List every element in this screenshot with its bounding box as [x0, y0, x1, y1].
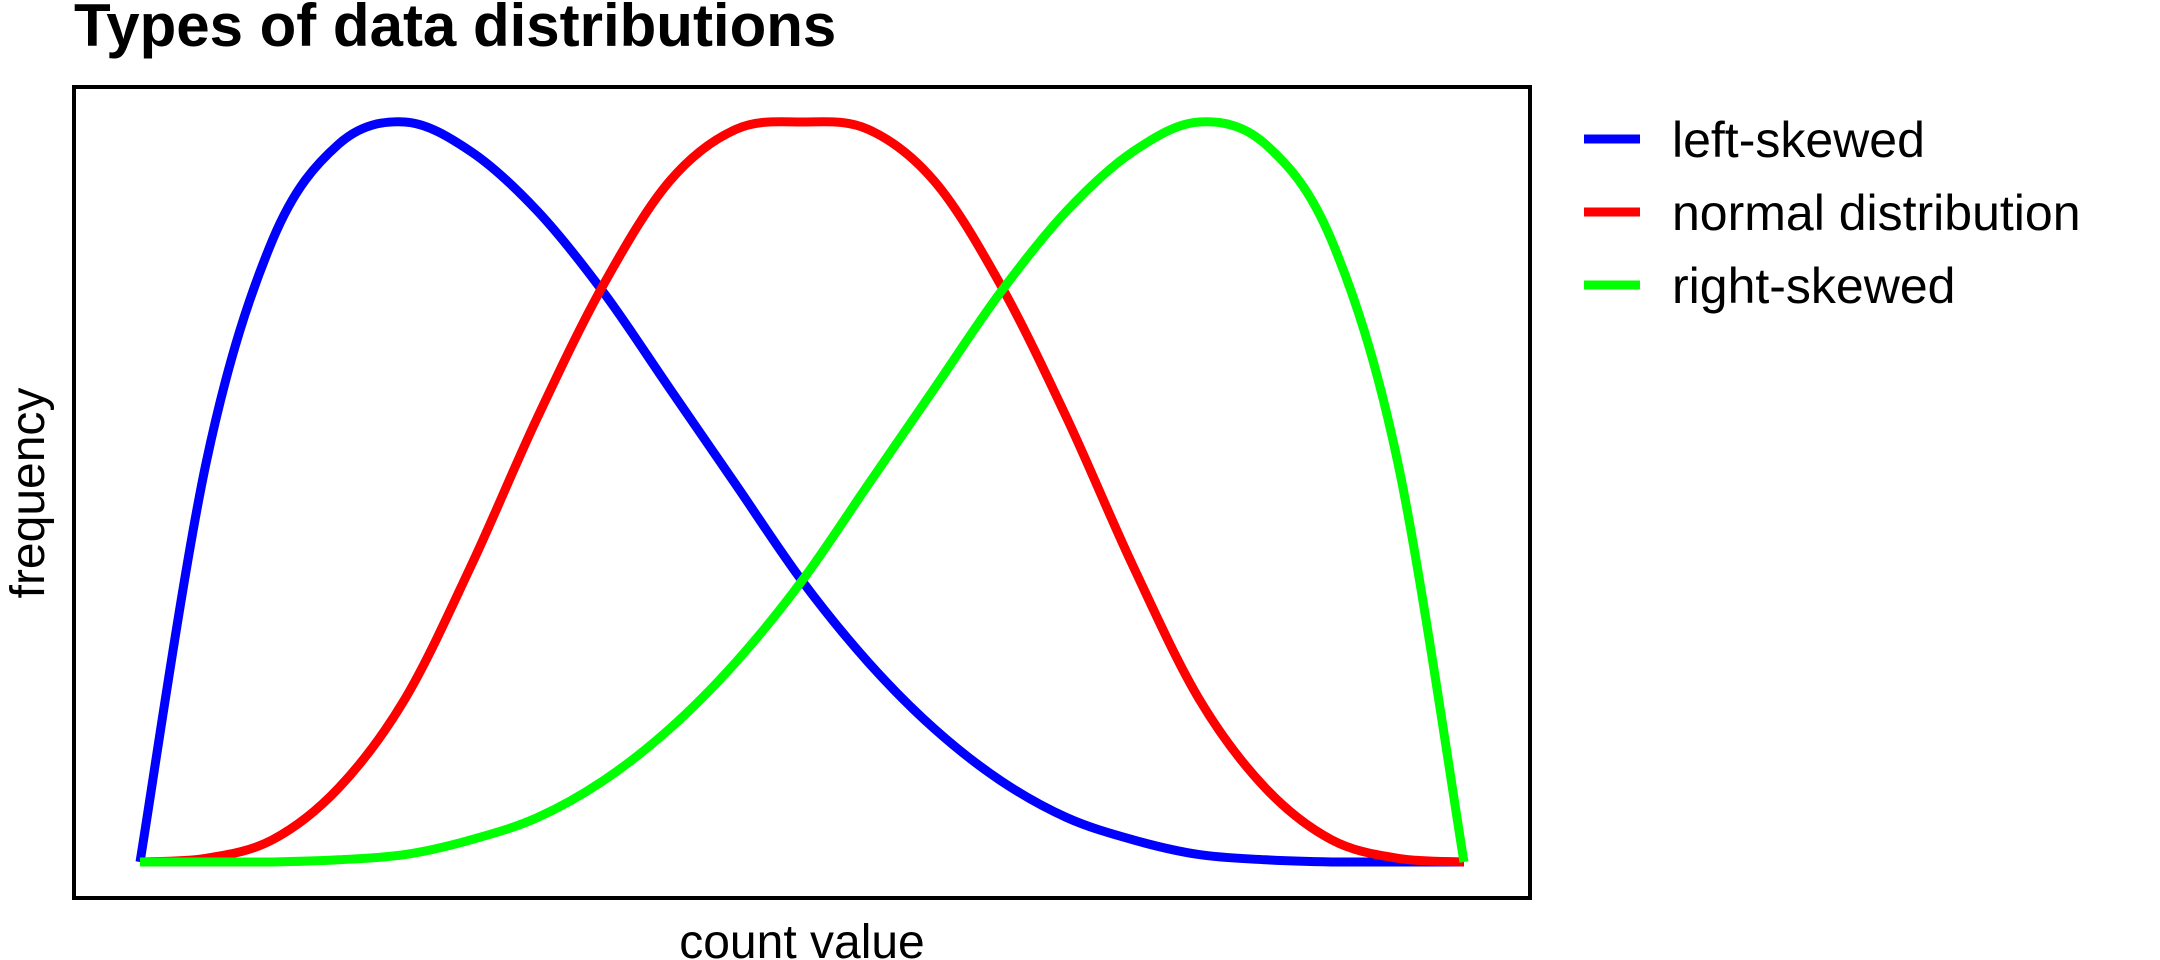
plot-area-frame: [72, 85, 1532, 900]
legend-item-left-skewed: left-skewed: [1584, 112, 1925, 168]
y-axis-label: frequency: [2, 388, 55, 599]
chart-title: Types of data distributions: [74, 0, 836, 59]
legend-label-right-skewed: right-skewed: [1672, 258, 1955, 314]
legend-item-normal-distribution: normal distribution: [1584, 185, 2081, 241]
legend-label-left-skewed: left-skewed: [1672, 112, 1925, 168]
x-axis-label: count value: [679, 916, 925, 960]
series-line-normal-distribution: [139, 117, 1465, 867]
series-layer: [135, 117, 1469, 867]
legend-label-normal-distribution: normal distribution: [1672, 185, 2081, 241]
legend: left-skewed normal distribution right-sk…: [1584, 112, 2081, 314]
series-line-left-skewed: [135, 117, 1464, 867]
legend-item-right-skewed: right-skewed: [1584, 258, 1955, 314]
series-line-right-skewed: [140, 117, 1469, 867]
